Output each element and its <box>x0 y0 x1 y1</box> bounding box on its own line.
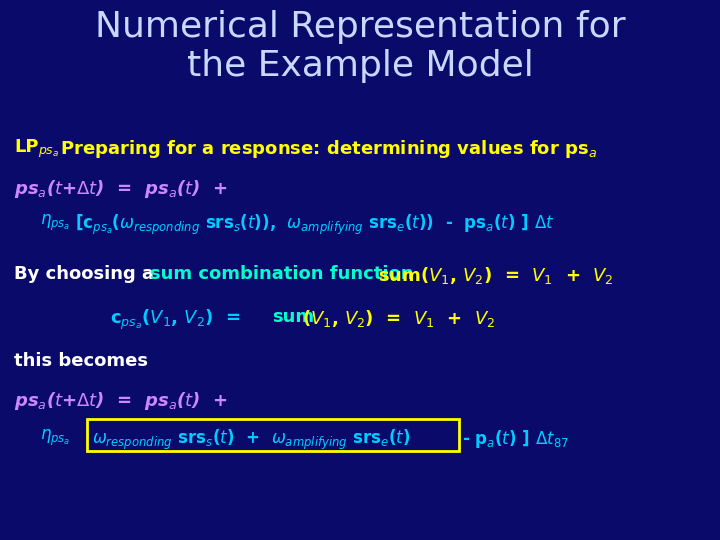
Text: - p$_a$($t$) ] $\Delta t_{87}$: - p$_a$($t$) ] $\Delta t_{87}$ <box>462 428 569 450</box>
Text: $\mathit{ps}_a$: $\mathit{ps}_a$ <box>38 145 59 159</box>
Text: Preparing for a response: determining values for ps$_a$: Preparing for a response: determining va… <box>60 138 597 160</box>
Text: sum combination function: sum combination function <box>150 265 413 283</box>
Text: $\eta_{ps_a}$: $\eta_{ps_a}$ <box>40 213 71 233</box>
Text: $\omega_{responding}$ srs$_s$($t$)  +  $\omega_{amplifying}$ srs$_e$($t$): $\omega_{responding}$ srs$_s$($t$) + $\o… <box>92 428 410 452</box>
Text: ps$_a$($t$+$\Delta t$)  =  ps$_a$($t$)  +: ps$_a$($t$+$\Delta t$) = ps$_a$($t$) + <box>14 178 228 200</box>
Text: ($V_1$, $V_2$)  =  $V_1$  +  $V_2$: ($V_1$, $V_2$) = $V_1$ + $V_2$ <box>302 308 495 329</box>
Text: sum($V_1$, $V_2$)  =  $V_1$  +  $V_2$: sum($V_1$, $V_2$) = $V_1$ + $V_2$ <box>378 265 613 286</box>
Text: ps$_a$($t$+$\Delta t$)  =  ps$_a$($t$)  +: ps$_a$($t$+$\Delta t$) = ps$_a$($t$) + <box>14 390 228 412</box>
Text: this becomes: this becomes <box>14 352 148 370</box>
Text: sum: sum <box>272 308 314 326</box>
Text: [c$_{ps_a}$($\omega_{responding}$ srs$_s$($t$)),  $\omega_{amplifying}$ srs$_e$(: [c$_{ps_a}$($\omega_{responding}$ srs$_s… <box>75 213 554 237</box>
Text: By choosing a: By choosing a <box>14 265 161 283</box>
Text: Numerical Representation for
the Example Model: Numerical Representation for the Example… <box>95 10 625 83</box>
Text: LP: LP <box>14 138 38 156</box>
Text: c$_{ps_a}$($V_1$, $V_2$)  =: c$_{ps_a}$($V_1$, $V_2$) = <box>110 308 249 332</box>
Text: $\eta_{ps_a}$: $\eta_{ps_a}$ <box>40 428 71 448</box>
